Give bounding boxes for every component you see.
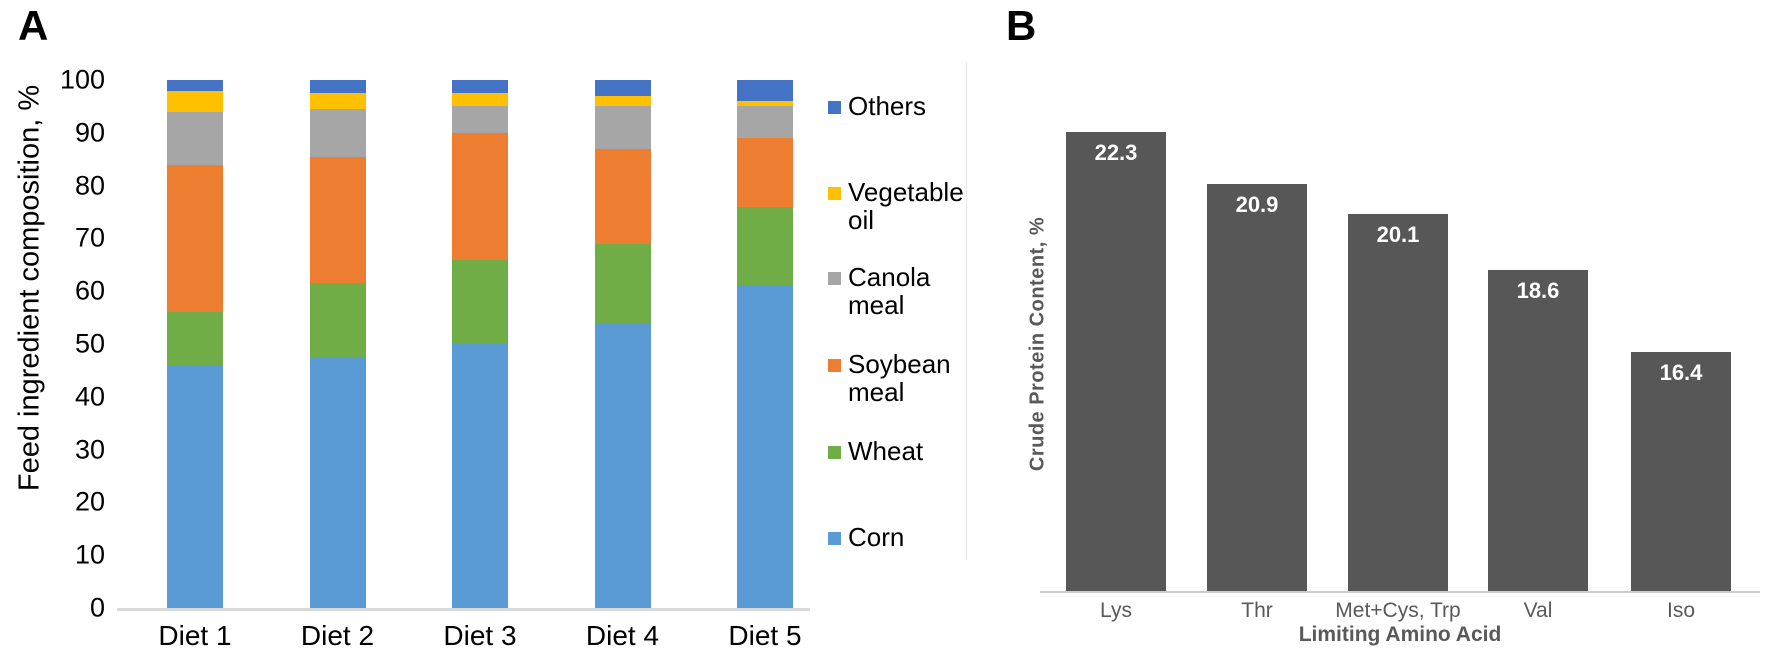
bar-segment-others [737,80,793,102]
legend-swatch-icon [828,101,841,114]
bar: 18.6 [1488,270,1588,591]
panel-b-label: B [1006,2,1037,49]
bar-segment-corn [594,322,651,608]
bar-segment-corn [167,365,223,608]
panel-b-x-axis-title: Limiting Amino Acid [1298,623,1502,646]
x-axis-tick-label: Met+Cys, Trp [1335,599,1461,622]
bar-segment-vegetable-oil [737,101,793,107]
bar-segment-canola-meal [309,109,366,157]
category-label: Diet 2 [300,620,375,651]
y-axis-tick-label: 30 [74,434,105,465]
bar-segment-corn [309,357,366,608]
legend-item: Soybean meal [828,349,966,407]
legend-item: Canola meal [828,262,966,320]
bar-segment-soybean-meal [594,148,651,244]
legend-label: Canola meal [848,262,931,320]
legend-label: Vegetable oil [848,177,964,235]
legend-label: Wheat [848,436,924,466]
bar-value-label: 22.3 [1094,140,1138,166]
panel-a-y-axis-ticks: 0 10 20 30 40 50 60 70 80 90 100 [0,65,105,623]
y-axis-tick-label: 50 [74,328,105,359]
stacked-bar [167,80,223,608]
bar-segment-soybean-meal [452,132,508,260]
bar-value-label: 18.6 [1516,278,1560,304]
panel-a-plot-area [117,80,810,611]
panel-divider-line [966,62,967,560]
legend-swatch-icon [828,446,841,459]
bar-segment-vegetable-oil [309,93,366,110]
category-label: Diet 1 [158,620,232,651]
panel-a-legend: Others Vegetable oil Canola meal Soybean me… [828,0,978,672]
legend-item: Vegetable oil [828,177,966,235]
bar-segment-canola-meal [452,106,508,133]
stacked-bar [594,80,651,608]
legend-swatch-icon [828,532,841,545]
bar-segment-canola-meal [594,106,651,149]
panel-a-x-axis-ticks: Diet 1 Diet 2 Diet 3 Diet 4 Diet 5 [117,620,810,660]
x-axis-tick-label: Val [1523,599,1553,622]
legend-swatch-icon [828,272,841,285]
y-axis-tick-label: 40 [74,381,105,412]
legend-label: Soybean meal [848,349,951,407]
bar-segment-others [167,80,223,91]
bar: 22.3 [1066,132,1166,591]
bar-value-label: 20.9 [1235,192,1279,218]
y-axis-tick-label: 20 [74,486,105,517]
bar-segment-corn [737,285,793,608]
y-axis-tick-label: 100 [59,64,105,95]
bar-segment-others [594,80,651,96]
legend-label: Corn [848,522,905,552]
panel-b-x-axis-ticks: Lys Thr Met+Cys, Trp Val Iso [1040,599,1760,625]
bar-segment-canola-meal [167,111,223,165]
legend-item: Wheat [828,436,966,466]
bar: 16.4 [1631,352,1731,591]
panel-b-plot-area: 22.3 20.9 20.1 18.6 16.4 [1040,80,1760,593]
bar-segment-soybean-meal [167,164,223,313]
category-label: Diet 5 [728,620,802,651]
bar-segment-wheat [594,243,651,323]
bar-segment-canola-meal [737,106,793,139]
bar-segment-wheat [452,259,508,344]
panel-a-label: A [18,2,49,49]
y-axis-tick-label: 0 [89,592,105,623]
bar-segment-wheat [167,312,223,366]
legend-swatch-icon [828,187,841,200]
x-axis-tick-label: Iso [1666,599,1696,622]
y-axis-tick-label: 10 [74,539,105,570]
bar-value-label: 20.1 [1376,222,1420,248]
x-axis-tick-label: Thr [1241,599,1273,622]
bar: 20.9 [1207,184,1307,591]
bar: 20.1 [1348,214,1448,591]
bar-segment-corn [452,344,508,608]
y-axis-tick-label: 90 [74,117,105,148]
stacked-bar [737,80,793,608]
bar-segment-vegetable-oil [452,93,508,107]
y-axis-tick-label: 70 [74,222,105,253]
bar-segment-soybean-meal [737,138,793,207]
legend-item: Corn [828,522,966,552]
category-label: Diet 3 [443,620,517,651]
bar-segment-vegetable-oil [167,90,223,112]
stacked-bar [452,80,508,608]
y-axis-tick-label: 60 [74,275,105,306]
bar-segment-wheat [309,283,366,358]
x-axis-tick-label: Lys [1100,599,1132,622]
bar-segment-wheat [737,206,793,286]
legend-label: Others [848,91,927,121]
bar-value-label: 16.4 [1659,360,1703,386]
bar-segment-others [309,80,366,94]
bar-segment-vegetable-oil [594,95,651,107]
legend-item: Others [828,91,966,121]
category-label: Diet 4 [585,620,660,651]
bar-segment-others [452,80,508,94]
stacked-bar [309,80,366,608]
y-axis-tick-label: 80 [74,170,105,201]
bar-segment-soybean-meal [309,156,366,284]
legend-swatch-icon [828,359,841,372]
